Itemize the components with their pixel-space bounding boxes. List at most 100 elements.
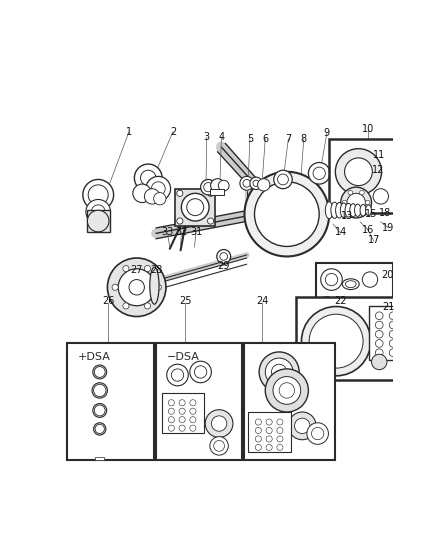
Ellipse shape <box>360 205 366 216</box>
Circle shape <box>250 177 262 189</box>
Bar <box>296 296 425 379</box>
Circle shape <box>190 400 196 406</box>
Circle shape <box>211 179 225 192</box>
Circle shape <box>168 425 174 431</box>
Circle shape <box>272 364 287 379</box>
Circle shape <box>171 369 184 381</box>
Circle shape <box>179 425 185 431</box>
Circle shape <box>258 417 270 430</box>
Text: 2: 2 <box>170 127 176 137</box>
Circle shape <box>254 182 319 246</box>
Bar <box>210 189 224 195</box>
Circle shape <box>190 408 196 414</box>
Circle shape <box>151 182 165 196</box>
Circle shape <box>187 199 204 216</box>
Circle shape <box>253 413 275 434</box>
Circle shape <box>362 272 378 287</box>
Text: 9: 9 <box>324 128 330 138</box>
Text: 14: 14 <box>335 227 347 237</box>
Text: 20: 20 <box>381 270 393 280</box>
Circle shape <box>204 182 213 192</box>
Text: 22: 22 <box>335 296 347 306</box>
Circle shape <box>277 419 283 425</box>
Circle shape <box>294 418 310 433</box>
Text: 18: 18 <box>379 207 392 217</box>
Circle shape <box>88 185 108 205</box>
Circle shape <box>336 149 381 195</box>
Circle shape <box>93 365 107 379</box>
Circle shape <box>123 303 129 309</box>
Circle shape <box>341 187 371 218</box>
Bar <box>156 343 242 460</box>
Circle shape <box>179 417 185 423</box>
Circle shape <box>301 306 371 376</box>
Circle shape <box>168 417 174 423</box>
Text: 26: 26 <box>102 296 114 306</box>
Circle shape <box>129 280 145 295</box>
Text: 25: 25 <box>179 296 191 306</box>
Circle shape <box>348 210 353 215</box>
Ellipse shape <box>336 203 343 218</box>
Text: 11: 11 <box>373 150 385 160</box>
Circle shape <box>365 200 370 205</box>
Circle shape <box>279 383 294 398</box>
Circle shape <box>266 436 272 442</box>
Circle shape <box>266 419 272 425</box>
Text: 16: 16 <box>362 224 374 235</box>
Circle shape <box>403 349 411 357</box>
Circle shape <box>307 423 328 445</box>
Text: 6: 6 <box>262 134 268 144</box>
Ellipse shape <box>150 267 159 304</box>
Text: 24: 24 <box>256 296 268 306</box>
Circle shape <box>321 269 342 290</box>
Circle shape <box>94 405 105 416</box>
Circle shape <box>308 163 330 184</box>
Circle shape <box>389 312 397 320</box>
Circle shape <box>220 253 228 260</box>
Circle shape <box>373 189 389 204</box>
Text: 3: 3 <box>204 132 210 142</box>
Text: 12: 12 <box>371 165 384 175</box>
Circle shape <box>375 340 383 348</box>
Circle shape <box>348 190 353 195</box>
Circle shape <box>347 193 365 212</box>
Circle shape <box>83 180 113 210</box>
Circle shape <box>313 167 325 180</box>
Text: 27: 27 <box>131 265 143 276</box>
Circle shape <box>375 330 383 338</box>
Text: 32: 32 <box>175 227 187 237</box>
Circle shape <box>168 408 174 414</box>
Text: 29: 29 <box>218 261 230 271</box>
Circle shape <box>123 265 129 272</box>
Circle shape <box>255 445 261 450</box>
Ellipse shape <box>345 203 352 217</box>
Ellipse shape <box>350 204 357 217</box>
Circle shape <box>288 412 316 440</box>
Circle shape <box>190 425 196 431</box>
Text: 7: 7 <box>285 134 292 144</box>
Bar <box>95 457 104 460</box>
Circle shape <box>205 410 233 438</box>
Ellipse shape <box>331 202 338 219</box>
Circle shape <box>145 265 151 272</box>
Circle shape <box>134 164 162 192</box>
Text: 1: 1 <box>126 127 132 137</box>
Circle shape <box>86 199 110 224</box>
Circle shape <box>375 312 383 320</box>
Circle shape <box>181 193 209 221</box>
Circle shape <box>266 445 272 450</box>
Ellipse shape <box>366 205 371 216</box>
Text: 33: 33 <box>161 227 173 237</box>
Circle shape <box>214 440 224 451</box>
Circle shape <box>403 312 411 320</box>
Circle shape <box>208 190 214 196</box>
Circle shape <box>107 258 166 317</box>
Circle shape <box>141 170 156 185</box>
Text: +DSA: +DSA <box>78 352 111 362</box>
Circle shape <box>405 364 415 375</box>
Circle shape <box>273 377 301 405</box>
Text: 21: 21 <box>382 302 395 311</box>
Circle shape <box>265 369 308 412</box>
Text: 5: 5 <box>247 134 253 144</box>
Circle shape <box>278 174 288 185</box>
